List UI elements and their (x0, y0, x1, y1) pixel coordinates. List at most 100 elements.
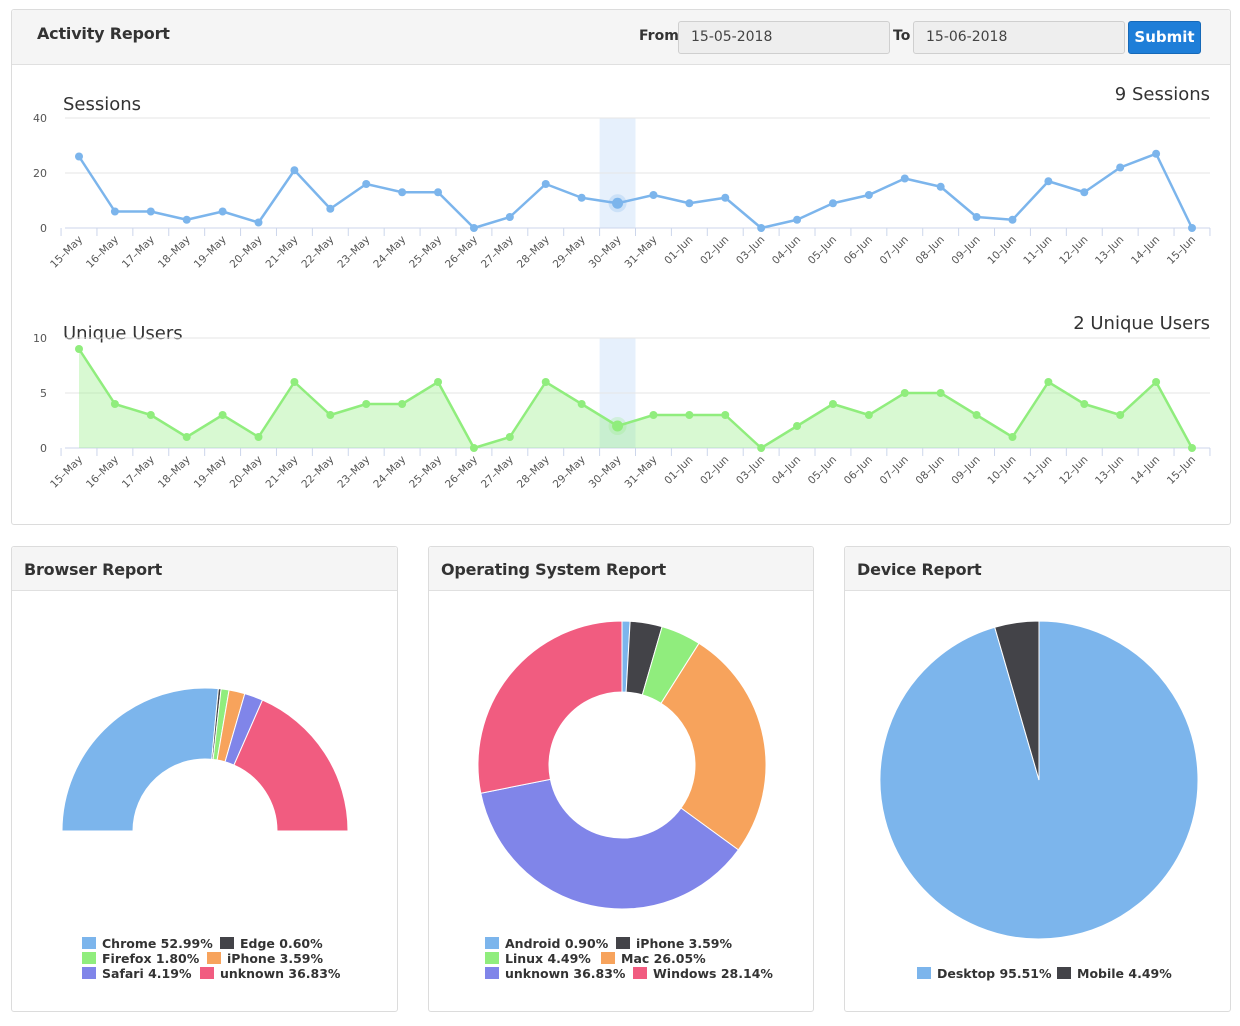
x-tick-label: 05–Jun (806, 454, 839, 487)
data-point (290, 166, 299, 175)
x-tick-label: 07–Jun (878, 234, 911, 267)
pie-slice (233, 699, 349, 832)
legend-swatch (633, 967, 647, 979)
legend-label: Android 0.90% (505, 936, 609, 951)
legend-label: unknown 36.83% (505, 966, 626, 981)
x-tick-label: 20–May (228, 454, 265, 491)
data-point (218, 207, 227, 216)
data-point (182, 433, 191, 441)
x-tick-label: 12–Jun (1057, 454, 1090, 487)
legend-label: unknown 36.83% (220, 966, 341, 981)
x-tick-label: 01–Jun (662, 454, 695, 487)
x-tick-label: 04–Jun (770, 234, 803, 267)
from-label: From (639, 28, 679, 44)
browser-report-header: Browser Report (12, 547, 397, 591)
data-point (326, 411, 335, 419)
sessions-chart: Sessions 9 Sessions 0 20 40 15–May16–May17–Ma… (33, 84, 1211, 271)
data-point (398, 188, 407, 197)
data-point (434, 188, 443, 197)
x-tick-label: 04–Jun (770, 454, 803, 487)
series-line (77, 152, 1194, 230)
x-tick-label: 01–Jun (662, 234, 695, 267)
data-point (1044, 177, 1053, 186)
x-tick-label: 21–May (264, 454, 301, 491)
data-point (362, 180, 371, 188)
legend-swatch (616, 937, 630, 949)
data-point (721, 411, 730, 419)
device-chart: Desktop 95.51% Mobile 4.49% (879, 620, 1199, 981)
chart-summary: 2 Unique Users (1073, 313, 1210, 334)
data-point (1008, 433, 1017, 441)
x-tick-label: 09–Jun (949, 234, 982, 267)
y-tick-label: 5 (40, 387, 47, 400)
x-tick-label: 10–Jun (985, 234, 1018, 267)
data-point (469, 444, 478, 452)
submit-button[interactable]: Submit (1128, 21, 1201, 54)
x-tick-label: 09–Jun (949, 454, 982, 487)
legend-label: Firefox 1.80% (102, 951, 200, 966)
data-point (721, 193, 730, 202)
data-point (541, 180, 550, 188)
y-tick-label: 20 (33, 167, 47, 180)
x-tick-label: 21–May (264, 234, 301, 271)
pie-slice (994, 620, 1040, 781)
x-tick-label: 15–Jun (1165, 454, 1198, 487)
data-point (1080, 400, 1089, 408)
x-tick-label: 07–Jun (878, 454, 911, 487)
data-point (685, 199, 694, 208)
x-tick-label: 23–May (335, 454, 372, 491)
from-date-input[interactable]: 15-05-2018 (678, 21, 890, 54)
pie-slice (477, 620, 623, 794)
browser-report-title: Browser Report (24, 560, 163, 579)
data-point (541, 378, 550, 386)
x-tick-label: 25–May (407, 454, 444, 491)
pie-slice (480, 778, 740, 910)
x-tick-label: 10–Jun (985, 454, 1018, 487)
data-point (146, 411, 155, 419)
x-tick-label: 19–May (192, 234, 229, 271)
data-point (757, 224, 766, 232)
x-tick-label: 03–Jun (734, 454, 767, 487)
x-tick-label: 06–Jun (842, 234, 875, 267)
x-tick-label: 23–May (335, 234, 372, 271)
device-report-panel: Device Report Desktop 95.51% Mobile 4.49% (844, 546, 1231, 1012)
browser-report-panel: Browser Report Chrome 52.99% Edge 0.60% Fi… (11, 546, 398, 1012)
browser-chart: Chrome 52.99% Edge 0.60% Firefox 1.80% iPho… (61, 687, 349, 981)
x-tick-label: 17–May (120, 234, 157, 271)
data-point (577, 193, 586, 202)
x-tick-label: 14–Jun (1129, 234, 1162, 267)
data-point (110, 400, 119, 408)
data-point (1044, 378, 1053, 386)
to-date-input[interactable]: 15-06-2018 (913, 21, 1125, 54)
legend-swatch (1057, 967, 1071, 979)
chart-title: Unique Users (63, 323, 183, 344)
data-point (828, 199, 837, 208)
x-tick-label: 26–May (443, 454, 480, 491)
data-point (972, 411, 981, 419)
legend-swatch (82, 937, 96, 949)
x-tick-label: 15–May (48, 454, 85, 491)
data-point (612, 197, 624, 209)
x-tick-label: 22–May (299, 454, 336, 491)
data-point (685, 411, 694, 419)
series-line (77, 348, 1194, 450)
data-point (254, 218, 263, 227)
x-tick-label: 27–May (479, 454, 516, 491)
unique-users-chart: Unique Users 2 Unique Users 0 5 10 15–May16–M… (33, 313, 1211, 491)
y-tick-label: 0 (40, 442, 47, 455)
activity-report-panel: Activity Report From 15-05-2018 To 15-06… (11, 9, 1231, 525)
os-report-title: Operating System Report (441, 560, 666, 579)
to-label: To (893, 28, 911, 44)
x-tick-label: 29–May (551, 454, 588, 491)
data-point (505, 433, 514, 441)
x-tick-label: 28–May (515, 454, 552, 491)
legend-label: Windows 28.14% (653, 966, 773, 981)
os-chart: Android 0.90% iPhone 3.59% Linux 4.49% Mac … (477, 620, 773, 981)
data-point (1152, 149, 1161, 158)
data-point (398, 400, 407, 408)
data-point (793, 215, 802, 224)
data-point (864, 191, 873, 199)
legend-label: Mobile 4.49% (1077, 966, 1172, 981)
x-tick-label: 24–May (371, 454, 408, 491)
legend-label: Desktop 95.51% (937, 966, 1052, 981)
